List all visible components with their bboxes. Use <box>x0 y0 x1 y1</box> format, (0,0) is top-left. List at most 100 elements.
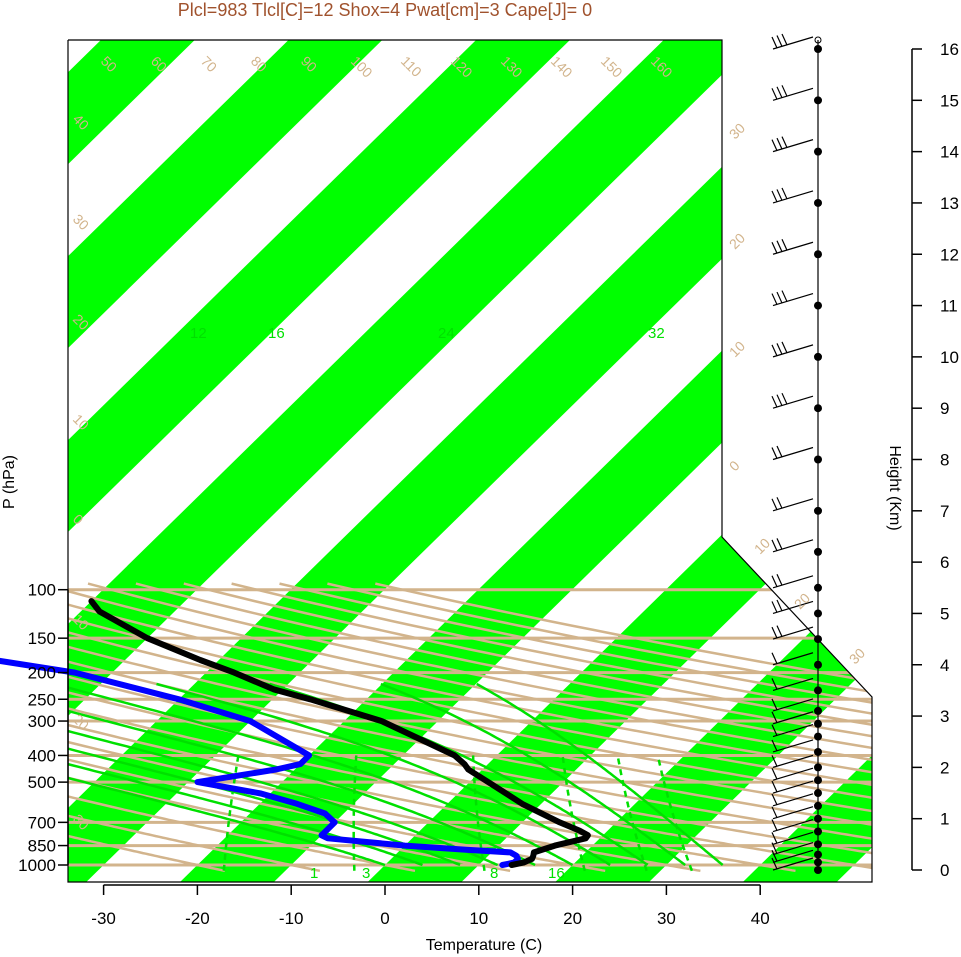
moist-adiabat <box>68 682 423 867</box>
wind-level-dot <box>814 827 822 836</box>
height-tick-label: 1 <box>940 810 949 829</box>
wind-barb-flag <box>771 698 778 711</box>
wind-barb-flag <box>771 850 778 862</box>
wind-barb-shaft <box>772 539 814 553</box>
wind-barb-shaft <box>772 344 814 358</box>
dry-adiabat <box>68 582 872 873</box>
wind-barb-flag <box>771 539 778 552</box>
isotherm-band <box>68 40 778 882</box>
wind-barb-flag <box>781 85 788 97</box>
temperature-tick-label: -20 <box>185 909 210 928</box>
height-tick-label: 2 <box>940 758 949 777</box>
wind-barb-shaft <box>772 87 814 101</box>
wind-barb-flag <box>771 293 778 305</box>
dry-adiabat <box>279 582 872 873</box>
dry-adiabat <box>183 582 872 873</box>
dry-adiabat <box>68 582 872 873</box>
pressure-tick-label: 300 <box>28 712 56 731</box>
dry-adiabat <box>231 582 872 873</box>
wind-level-dot <box>814 814 822 823</box>
wind-barb-flag <box>776 189 783 201</box>
isotherm-band <box>534 40 872 882</box>
height-axis-title: Height (Km) <box>886 445 903 530</box>
wind-barb-flag <box>771 819 778 831</box>
pressure-tick-label: 250 <box>28 690 56 709</box>
wind-level-dot <box>814 547 822 556</box>
dewpoint-series-line <box>0 657 521 868</box>
wind-barb-flag <box>771 857 778 870</box>
pressure-tick-label: 100 <box>28 581 56 600</box>
mixing-ratio-label: 16 <box>548 865 565 882</box>
wind-barb-flag <box>771 724 778 736</box>
pressure-tick-label: 700 <box>28 813 56 832</box>
dry-adiabat <box>68 582 872 873</box>
isotherm-label: 10 <box>726 338 748 360</box>
wind-level-dot <box>814 506 822 515</box>
wind-level-dot <box>814 801 822 810</box>
temperature-tick-label: 40 <box>751 909 770 928</box>
temperature-tick-label: 20 <box>563 909 582 928</box>
wind-barb-shaft <box>772 767 814 781</box>
isotherm-band <box>68 40 403 882</box>
wind-barb-flag <box>776 538 783 550</box>
wind-barb-flag <box>771 601 778 613</box>
wind-level-dot <box>814 706 822 715</box>
wind-barb-flag <box>776 35 783 47</box>
wind-barb-shaft <box>772 575 814 589</box>
wind-barb-flag <box>771 242 778 254</box>
wind-level-dot <box>814 301 822 310</box>
wind-level-dot <box>814 96 822 105</box>
height-tick-label: 16 <box>940 40 959 59</box>
wind-barb-shaft <box>772 711 814 725</box>
temperature-series-line <box>88 598 591 868</box>
wind-barb-flag <box>776 497 783 509</box>
wind-barb-shaft <box>772 818 814 833</box>
wind-barb-flag <box>771 832 778 844</box>
wind-level-dot <box>814 686 822 695</box>
mixing-ratio-label: 3 <box>362 865 370 882</box>
wind-level-dot <box>814 747 822 756</box>
dry-adiabat <box>68 582 872 873</box>
moist-adiabat <box>68 682 536 867</box>
wind-barb-flag <box>776 445 783 458</box>
wind-barb-flag <box>776 137 783 150</box>
wind-barb-shaft <box>772 806 814 820</box>
height-tick-label: 3 <box>940 707 949 726</box>
wind-level-dot <box>814 147 822 156</box>
mixing-ratio-label: 8 <box>490 865 498 882</box>
wind-barb-shaft <box>772 780 814 794</box>
isotherm-label: 20 <box>726 230 748 252</box>
wind-barb-shaft <box>772 626 814 640</box>
pressure-tick-label: 1000 <box>18 856 56 875</box>
wind-barb-shaft <box>772 652 814 666</box>
isotherm-band <box>68 40 872 882</box>
wind-level-dot <box>814 660 822 669</box>
wind-barb-shaft <box>772 857 814 871</box>
wind-barb-shaft <box>772 600 814 615</box>
wind-level-dot <box>814 45 822 53</box>
height-tick-label: 14 <box>940 143 959 162</box>
wind-barb-flag <box>771 575 778 588</box>
wind-barb-shaft <box>772 292 814 307</box>
height-tick-label: 8 <box>940 451 949 470</box>
wind-level-dot <box>814 763 822 772</box>
isotherm-label: 10 <box>751 535 773 557</box>
isotherm-label: 30 <box>846 645 868 667</box>
temperature-tick-label: 30 <box>657 909 676 928</box>
pressure-tick-label: 850 <box>28 837 56 856</box>
wind-level-dot <box>814 858 822 867</box>
wind-level-dot <box>814 789 822 798</box>
plot-frame <box>67 39 873 883</box>
dry-adiabat <box>68 582 226 873</box>
y-axis-title: P (hPa) <box>1 455 18 509</box>
wind-barb-flag <box>771 755 778 767</box>
wind-barb-flag <box>771 793 778 806</box>
wind-level-dot <box>814 866 822 874</box>
wind-barb-flag <box>771 395 778 408</box>
wind-barb-shaft <box>772 793 814 807</box>
dry-adiabat <box>135 582 872 873</box>
wind-barb-flag <box>771 88 778 100</box>
moist-adiabat-label: 32 <box>648 325 665 342</box>
wind-barb-shaft <box>772 724 814 738</box>
wind-barb-flag <box>781 392 788 405</box>
